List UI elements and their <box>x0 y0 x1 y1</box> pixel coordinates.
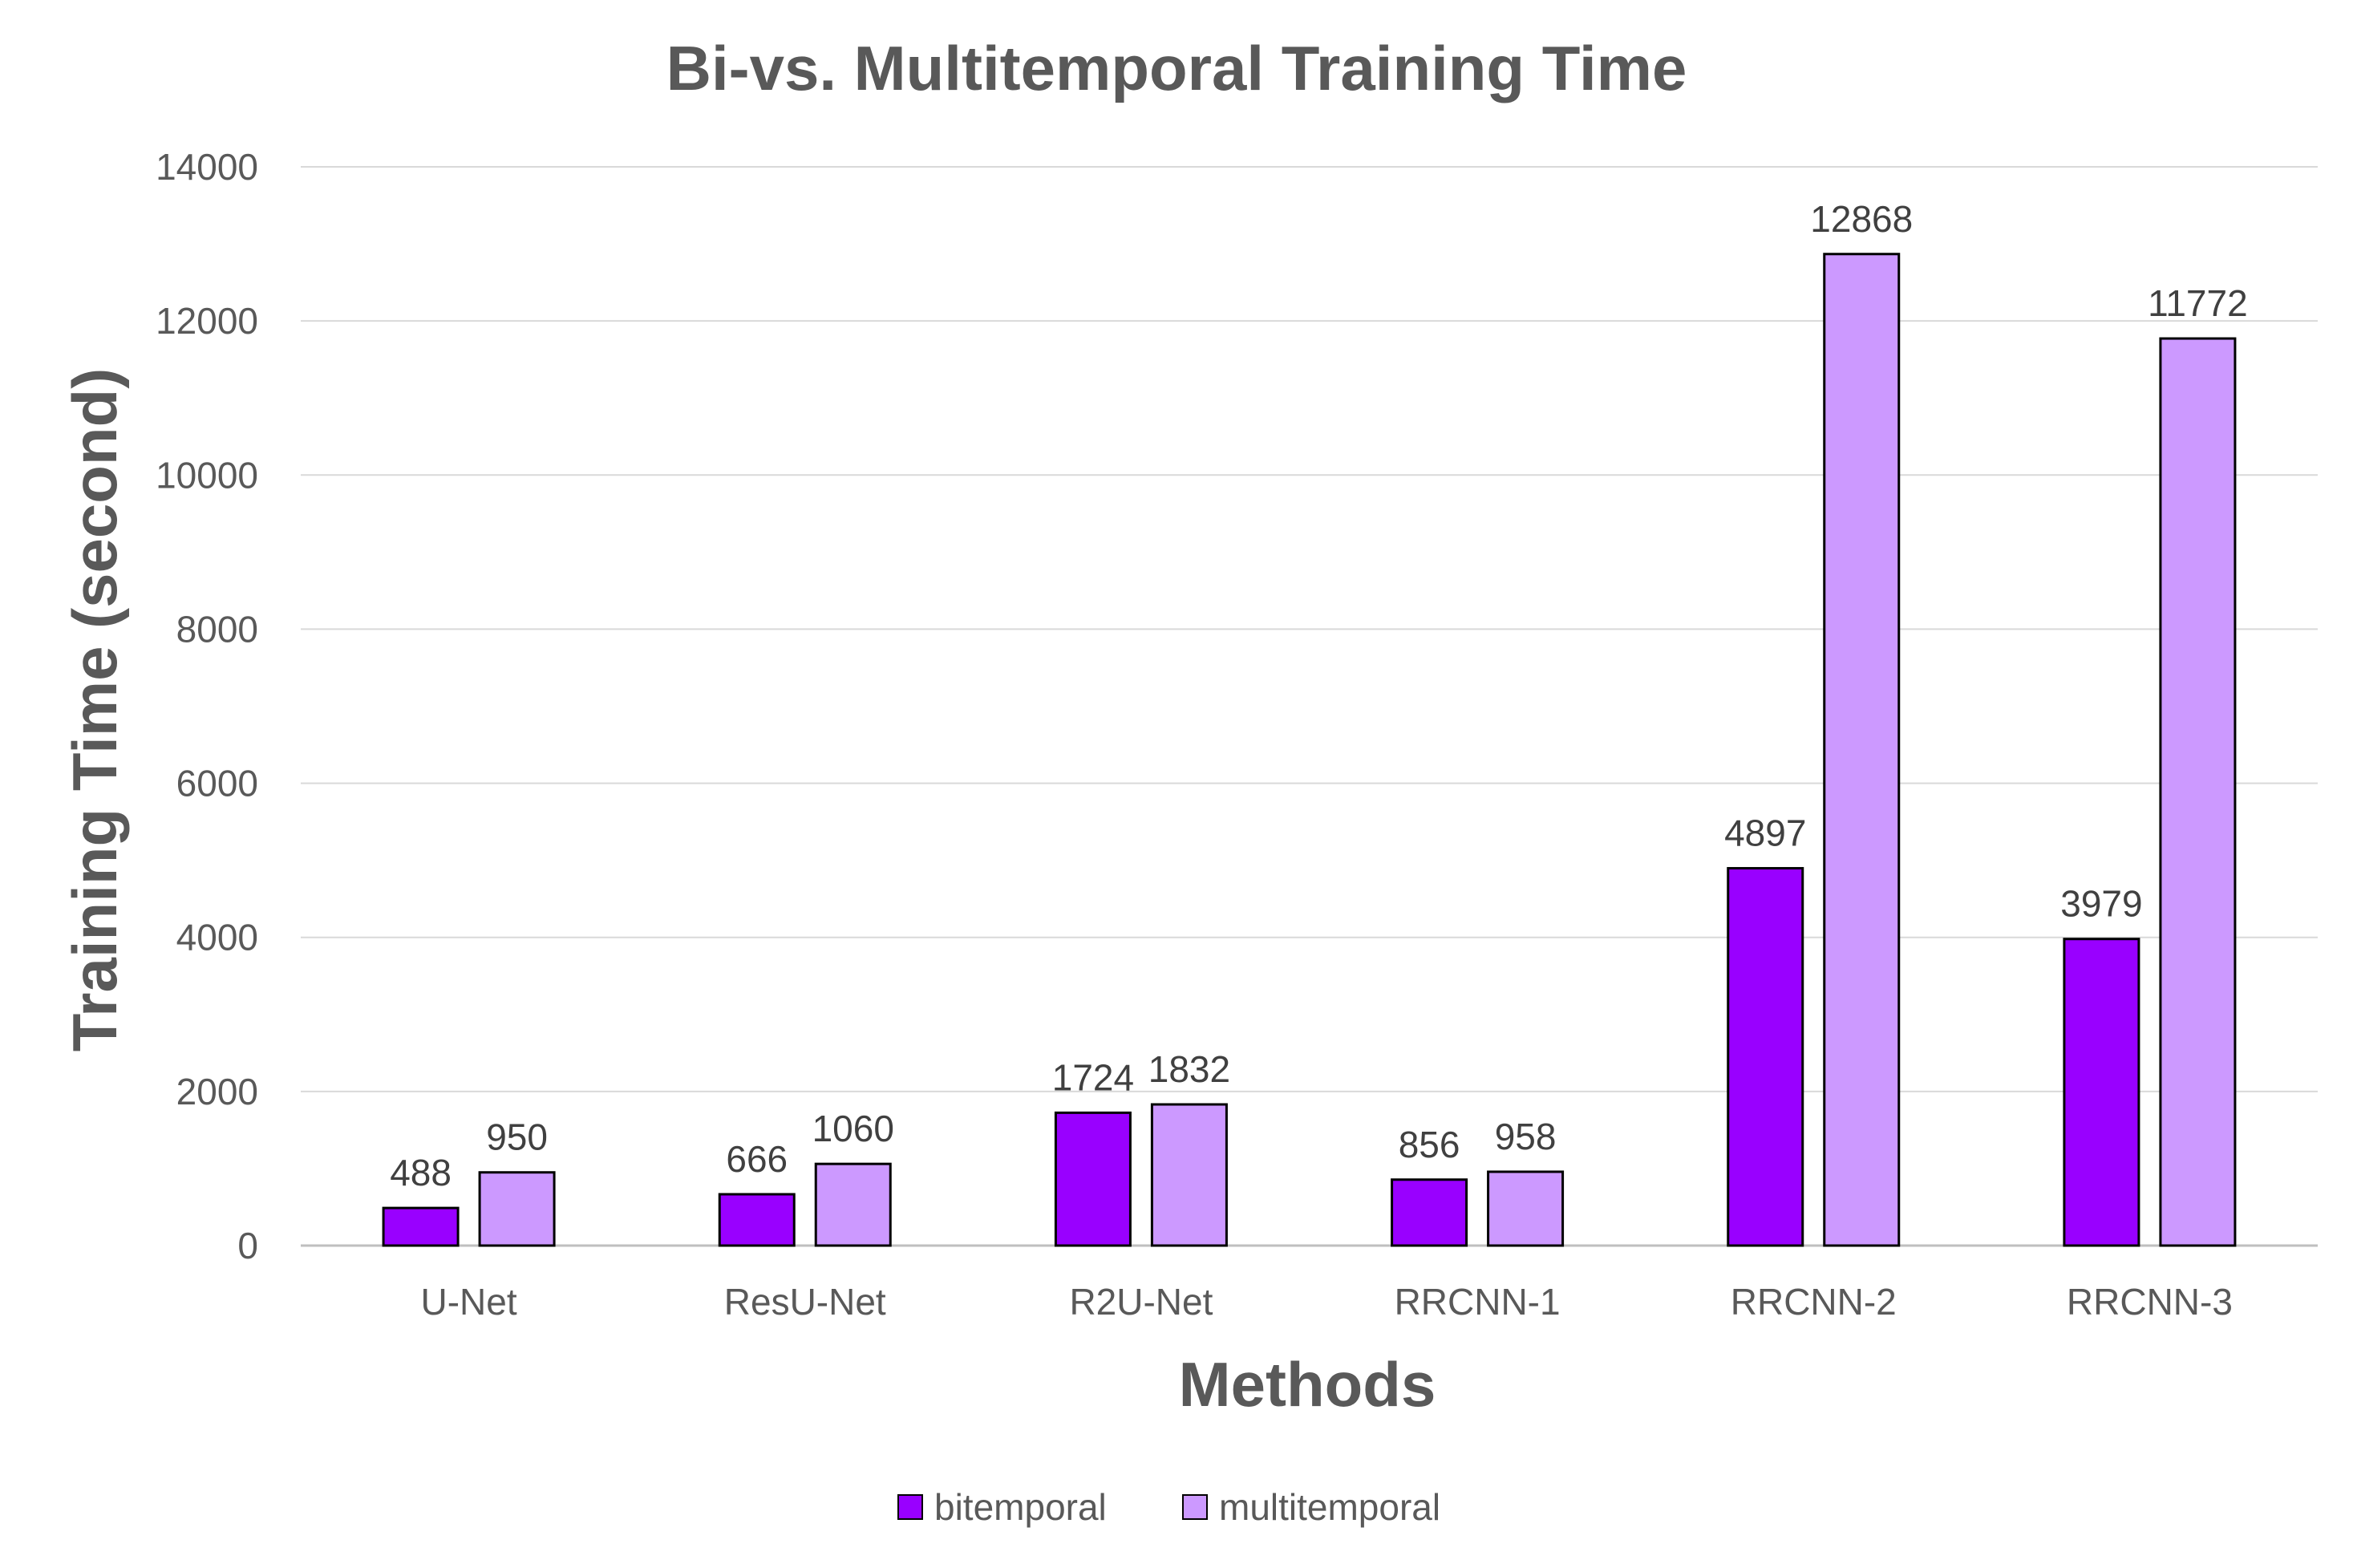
y-tick-label: 6000 <box>176 763 258 804</box>
data-label: 1832 <box>1148 1048 1230 1090</box>
legend-label-multitemporal: multitemporal <box>1219 1486 1440 1528</box>
x-axis-title: Methods <box>1179 1349 1436 1420</box>
legend-label-bitemporal: bitemporal <box>934 1486 1107 1528</box>
y-axis-ticks: 0 2000 4000 6000 8000 10000 12000 14000 <box>156 146 258 1266</box>
y-tick-label: 0 <box>237 1225 258 1266</box>
legend: bitemporal multitemporal <box>897 1486 1440 1528</box>
data-labels: 488 950 666 1060 1724 1832 856 958 4897 12868 3979… <box>390 198 2247 1193</box>
data-label: 4897 <box>1724 812 1806 854</box>
bar-bitemporal <box>718 1193 796 1247</box>
data-label: 12868 <box>1810 198 1913 240</box>
chart-title: Bi-vs. Multitemporal Training Time <box>666 33 1687 103</box>
data-label: 3979 <box>2060 883 2142 925</box>
bar-multitemporal <box>1823 253 1901 1247</box>
bar-bitemporal <box>1391 1178 1468 1247</box>
gridlines <box>301 166 2318 1247</box>
data-label: 1060 <box>812 1108 894 1149</box>
legend-swatch-multitemporal <box>1182 1494 1208 1520</box>
x-tick-label: ResU-Net <box>724 1281 886 1323</box>
data-label: 950 <box>486 1116 548 1158</box>
y-tick-label: 2000 <box>176 1071 258 1112</box>
data-label: 958 <box>1495 1116 1557 1157</box>
bar-bitemporal <box>382 1206 460 1247</box>
data-label: 856 <box>1399 1124 1460 1165</box>
x-tick-label: RRCNN-3 <box>2067 1281 2233 1323</box>
bar-bitemporal <box>1054 1111 1132 1247</box>
data-label: 11772 <box>2148 282 2248 324</box>
x-axis-ticks: U-Net ResU-Net R2U-Net RRCNN-1 RRCNN-2 RRCNN-… <box>421 1281 2233 1323</box>
bar-multitemporal <box>2159 337 2237 1247</box>
bar-multitemporal <box>478 1171 556 1247</box>
x-tick-label: RRCNN-2 <box>1731 1281 1897 1323</box>
bar-multitemporal <box>1487 1170 1565 1247</box>
data-label: 488 <box>390 1152 452 1193</box>
y-axis-title: Training Time (second) <box>59 368 130 1051</box>
y-tick-label: 10000 <box>156 454 258 496</box>
y-tick-label: 14000 <box>156 146 258 188</box>
y-tick-label: 12000 <box>156 300 258 342</box>
x-tick-label: U-Net <box>421 1281 517 1323</box>
bar-bitemporal <box>1727 867 1804 1247</box>
legend-swatch-bitemporal <box>897 1494 923 1520</box>
bar-multitemporal <box>1150 1103 1228 1247</box>
x-tick-label: R2U-Net <box>1069 1281 1213 1323</box>
data-label: 666 <box>726 1138 788 1180</box>
bars <box>382 253 2237 1247</box>
bar-multitemporal <box>814 1162 892 1247</box>
y-tick-label: 4000 <box>176 917 258 958</box>
x-tick-label: RRCNN-1 <box>1395 1281 1561 1323</box>
data-label: 1724 <box>1052 1056 1134 1098</box>
bar-bitemporal <box>2063 938 2140 1247</box>
y-tick-label: 8000 <box>176 608 258 650</box>
